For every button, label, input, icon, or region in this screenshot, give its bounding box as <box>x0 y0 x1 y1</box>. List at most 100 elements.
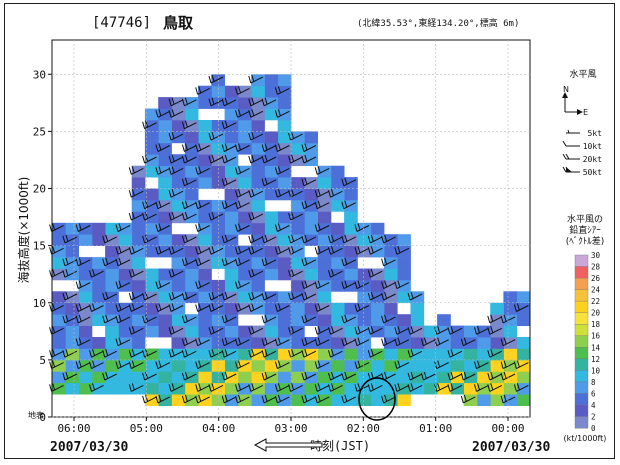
shear-cell <box>397 325 411 338</box>
shear-cell <box>118 234 133 246</box>
colorbar-level: 12 <box>591 355 600 364</box>
shear-cell <box>277 154 292 166</box>
wind-barb <box>208 211 224 221</box>
shear-cell <box>251 268 265 281</box>
shear-cell <box>304 154 318 166</box>
wind-barb <box>128 383 144 392</box>
wind-barb <box>274 246 290 255</box>
shear-cell <box>211 97 225 109</box>
shear-cell <box>237 165 252 178</box>
shear-cell <box>171 279 186 292</box>
shear-cell <box>344 337 358 349</box>
shear-cell <box>105 348 119 361</box>
shear-cell <box>503 314 518 326</box>
shear-cell <box>317 337 332 349</box>
wind-barb <box>394 383 410 392</box>
shear-cell <box>184 359 199 372</box>
shear-cell <box>330 188 345 201</box>
shear-cell <box>330 337 345 349</box>
wind-barb <box>235 280 250 290</box>
shear-cell <box>65 257 79 269</box>
wind-barb <box>460 337 476 347</box>
shear-cell <box>264 211 279 224</box>
wind-barb <box>261 371 277 381</box>
wind-legend-title: 水平風 <box>569 68 596 80</box>
wind-barb <box>168 189 184 198</box>
wind-barb <box>168 349 184 358</box>
time-arrow <box>253 438 323 452</box>
shear-cell <box>78 325 93 338</box>
wind-barb <box>394 246 410 255</box>
wind-barb <box>221 177 237 187</box>
shear-cell <box>131 325 146 338</box>
shear-cell <box>237 325 252 338</box>
wind-barb <box>235 246 250 255</box>
shear-cell <box>330 199 345 212</box>
wind-barb <box>208 349 224 358</box>
shear-cell <box>264 245 279 258</box>
shear-cell <box>131 257 146 269</box>
wind-barb <box>341 177 357 187</box>
wind-barb <box>474 360 489 370</box>
colorbar-level: 18 <box>591 320 601 329</box>
shear-cell <box>503 371 518 384</box>
shear-cell <box>357 394 372 406</box>
shear-cell <box>264 325 279 338</box>
wind-barb <box>261 257 277 267</box>
shear-cell <box>158 325 172 338</box>
wind-barb <box>181 337 197 347</box>
wind-barb <box>420 337 436 347</box>
shear-cell <box>171 108 186 121</box>
wind-barb <box>155 109 171 118</box>
shear-cell <box>264 177 279 189</box>
shear-cell <box>144 314 159 326</box>
shear-cell <box>317 222 332 235</box>
shear-cell <box>52 314 66 326</box>
wind-barb <box>128 166 144 175</box>
wind-barb <box>181 371 197 381</box>
shear-cell <box>158 199 172 212</box>
shear-cell <box>144 291 159 304</box>
shear-cell <box>410 371 425 384</box>
colorbar-level: 4 <box>591 401 596 410</box>
shear-cell <box>78 371 93 384</box>
shear-cell <box>370 222 385 235</box>
shear-cell <box>304 279 318 292</box>
shear-cell <box>52 222 66 235</box>
shear-cell <box>291 359 305 372</box>
colorbar-swatch <box>574 393 589 406</box>
shear-cell <box>158 97 172 109</box>
shear-cell <box>237 337 252 349</box>
wind-barb <box>49 326 64 335</box>
shear-cell <box>211 325 225 338</box>
x-tick-label: 02:00 <box>347 422 380 435</box>
svg-text:50kt: 50kt <box>583 168 602 177</box>
shear-cell <box>171 211 186 224</box>
shear-cell <box>198 97 212 109</box>
wind-barb <box>274 189 290 198</box>
shear-cell <box>330 325 345 338</box>
shear-cell <box>503 394 518 406</box>
wind-barb <box>75 223 91 232</box>
shear-cell <box>224 382 239 395</box>
shear-cell <box>277 165 292 178</box>
shear-cell <box>251 302 265 315</box>
shear-cell <box>144 268 159 281</box>
shear-cell <box>78 279 93 292</box>
shear-cell <box>251 142 265 155</box>
shear-cell <box>224 234 239 246</box>
shear-cell <box>158 211 172 224</box>
shear-cell <box>370 302 385 315</box>
ground-label: 地表 <box>28 410 44 420</box>
shear-cell <box>277 245 292 258</box>
shear-cell <box>410 348 425 361</box>
colorbar-swatch <box>574 254 589 268</box>
shear-cell <box>463 382 478 395</box>
shear-cell <box>211 131 225 144</box>
shear-cell <box>264 222 279 235</box>
shear-cell <box>423 382 438 395</box>
station-id: [47746] <box>92 15 151 31</box>
date-left: 2007/03/30 <box>50 440 128 455</box>
shear-cell <box>144 359 159 372</box>
shear-cell <box>317 314 332 326</box>
